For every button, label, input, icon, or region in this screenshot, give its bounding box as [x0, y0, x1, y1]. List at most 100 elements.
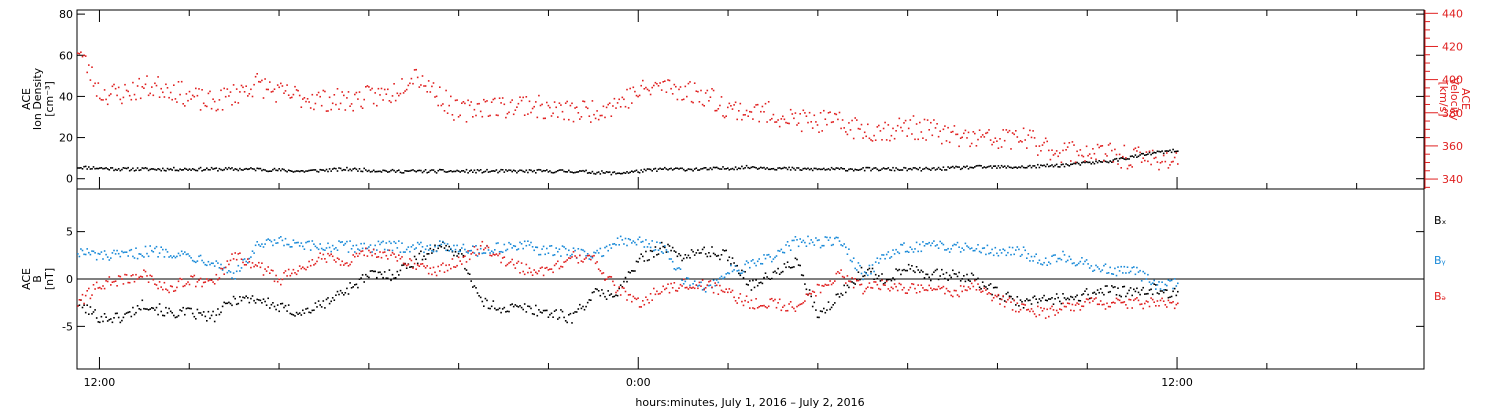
by-point: [522, 247, 524, 250]
bx-point: [948, 274, 951, 277]
by-point: [303, 248, 306, 250]
bx-point: [228, 301, 230, 304]
velocity-point: [1074, 161, 1077, 164]
by-point: [213, 265, 216, 267]
bx-point: [454, 251, 457, 253]
bz-point: [1125, 304, 1127, 306]
velocity-point: [660, 89, 663, 91]
bx-point: [476, 292, 479, 294]
bz-point: [557, 260, 559, 263]
bz-point: [407, 263, 410, 266]
bx-point: [446, 249, 449, 252]
density-point: [942, 166, 945, 168]
by-point: [341, 241, 343, 243]
velocity-point: [885, 139, 888, 141]
bz-point: [911, 283, 913, 285]
bz-point: [1018, 311, 1020, 313]
by-point: [934, 245, 937, 247]
by-point: [1035, 253, 1037, 255]
by-point: [860, 272, 863, 275]
velocity-point: [593, 113, 595, 116]
bz-point: [1059, 308, 1061, 310]
bz-point: [382, 251, 384, 254]
by-point: [354, 251, 356, 253]
density-point: [763, 166, 765, 169]
velocity-point: [248, 93, 251, 95]
bx-point: [970, 272, 973, 275]
bz-point: [552, 271, 554, 274]
bz-point: [841, 275, 844, 278]
by-point: [692, 283, 694, 285]
by-point: [793, 239, 795, 242]
bx-point: [952, 269, 954, 272]
density-point: [308, 169, 310, 172]
by-point: [920, 250, 923, 253]
by-point: [851, 260, 853, 263]
density-point: [401, 172, 403, 174]
density-point: [1139, 154, 1141, 156]
velocity-point: [1022, 127, 1025, 130]
velocity-point: [173, 84, 175, 86]
velocity-point: [851, 119, 853, 122]
density-point: [448, 170, 450, 173]
by-point: [758, 258, 760, 260]
by-point: [635, 243, 638, 246]
by-point: [324, 249, 326, 251]
by-point: [854, 267, 856, 270]
by-point: [662, 252, 664, 254]
bz-point: [590, 258, 592, 261]
velocity-point: [78, 52, 81, 55]
bx-point: [686, 256, 688, 259]
velocity-point: [151, 86, 153, 88]
bx-point: [1156, 292, 1159, 294]
by-point: [492, 251, 495, 254]
velocity-point: [426, 91, 428, 93]
bz-point: [173, 290, 175, 292]
bx-point: [870, 270, 872, 273]
bx-point: [1103, 293, 1105, 296]
bx-point: [237, 302, 240, 305]
bx-point: [295, 311, 298, 314]
by-point: [177, 252, 180, 255]
by-point: [166, 251, 169, 253]
bz-point: [1172, 301, 1174, 303]
time-tick-label: 0:00: [626, 376, 651, 389]
bx-point: [1092, 292, 1094, 294]
bz-point: [116, 285, 118, 287]
velocity-point: [958, 145, 960, 148]
velocity-point: [481, 115, 484, 118]
bx-point: [996, 286, 998, 289]
density-point: [969, 166, 971, 169]
bz-point: [369, 251, 372, 254]
bx-point: [363, 281, 365, 283]
density-point: [261, 169, 263, 172]
bz-point: [410, 259, 413, 262]
bz-point: [409, 258, 411, 260]
by-point: [1177, 282, 1179, 285]
bx-point: [638, 257, 641, 260]
bx-point: [89, 306, 92, 308]
bx-point: [860, 266, 863, 269]
by-point: [357, 248, 359, 250]
by-point: [108, 259, 111, 261]
bz-point: [561, 266, 564, 268]
velocity-point: [1026, 147, 1028, 149]
density-point: [769, 168, 771, 171]
density-point: [771, 168, 773, 170]
by-point: [1029, 260, 1031, 262]
bx-point: [1026, 298, 1028, 300]
bx-point: [223, 301, 225, 304]
velocity-point: [1123, 144, 1126, 147]
bz-point: [815, 295, 817, 297]
density-point: [243, 168, 246, 170]
velocity-point: [1140, 161, 1143, 163]
bx-point: [871, 267, 874, 270]
by-point: [479, 247, 482, 250]
density-point: [207, 168, 210, 171]
by-point: [295, 241, 298, 244]
density-point: [733, 168, 735, 171]
bz-point: [83, 302, 85, 305]
bz-point: [572, 251, 575, 253]
density-point: [1120, 157, 1122, 159]
density-point: [811, 169, 814, 172]
